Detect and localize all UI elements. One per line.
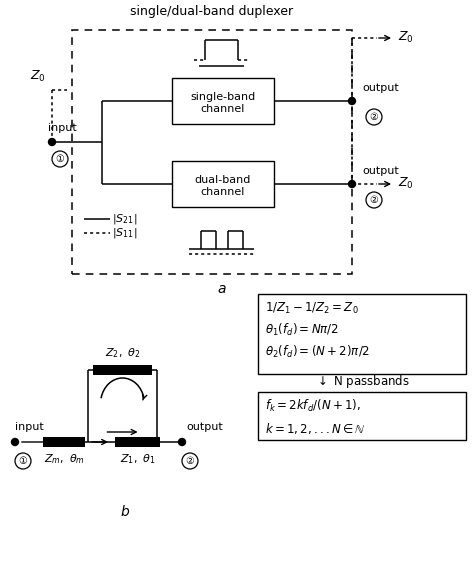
Text: single-band: single-band [191, 92, 255, 102]
Bar [72, 30, 352, 274]
Text: input: input [48, 123, 77, 133]
Text: $|S_{11}|$: $|S_{11}|$ [112, 226, 137, 240]
Text: $Z_2,\ \theta_2$: $Z_2,\ \theta_2$ [105, 346, 140, 360]
Text: b: b [120, 505, 129, 519]
Text: $Z_0$: $Z_0$ [398, 29, 414, 45]
Bar [172, 78, 274, 124]
Text: ①: ① [55, 154, 64, 164]
Text: $\theta_1(f_d) = N\pi/2$: $\theta_1(f_d) = N\pi/2$ [265, 322, 339, 338]
Circle shape [48, 138, 55, 145]
Circle shape [366, 109, 382, 125]
Text: $Z_0$: $Z_0$ [398, 176, 414, 190]
Text: output: output [362, 166, 399, 176]
Circle shape [348, 97, 356, 105]
Text: $Z_m,\ \theta_m$: $Z_m,\ \theta_m$ [44, 452, 84, 466]
Circle shape [179, 439, 185, 446]
Text: channel: channel [201, 187, 245, 197]
Text: ②: ② [370, 112, 378, 122]
Text: $f_k = 2kf_d/(N + 1),$: $f_k = 2kf_d/(N + 1),$ [265, 398, 361, 414]
Text: $|S_{21}|$: $|S_{21}|$ [112, 212, 137, 226]
Circle shape [52, 151, 68, 167]
Text: $Z_1,\ \theta_1$: $Z_1,\ \theta_1$ [120, 452, 155, 466]
Text: ①: ① [18, 456, 27, 466]
Circle shape [348, 181, 356, 188]
Text: a: a [218, 282, 226, 296]
Text: $k = 1, 2, ...N \in \mathbb{N}$: $k = 1, 2, ...N \in \mathbb{N}$ [265, 420, 366, 435]
Bar [115, 437, 160, 447]
Circle shape [11, 439, 18, 446]
Text: output: output [362, 83, 399, 93]
Text: $1/Z_1 - 1/Z_2 = Z_0$: $1/Z_1 - 1/Z_2 = Z_0$ [265, 300, 359, 316]
Text: channel: channel [201, 104, 245, 114]
Text: ②: ② [186, 456, 194, 466]
Bar [43, 437, 85, 447]
Text: $\theta_2(f_d) = (N + 2)\pi/2$: $\theta_2(f_d) = (N + 2)\pi/2$ [265, 344, 370, 360]
Text: input: input [15, 422, 44, 432]
Text: $\downarrow$ N passbands: $\downarrow$ N passbands [315, 374, 410, 391]
Circle shape [182, 453, 198, 469]
Circle shape [15, 453, 31, 469]
Text: dual-band: dual-band [195, 175, 251, 185]
Text: ②: ② [370, 195, 378, 205]
Bar [172, 161, 274, 207]
Text: single/dual-band duplexer: single/dual-band duplexer [130, 6, 293, 18]
Text: $Z_0$: $Z_0$ [30, 69, 46, 84]
Circle shape [366, 192, 382, 208]
Text: output: output [186, 422, 223, 432]
Bar [258, 294, 466, 374]
Bar [93, 365, 152, 375]
Bar [258, 392, 466, 440]
